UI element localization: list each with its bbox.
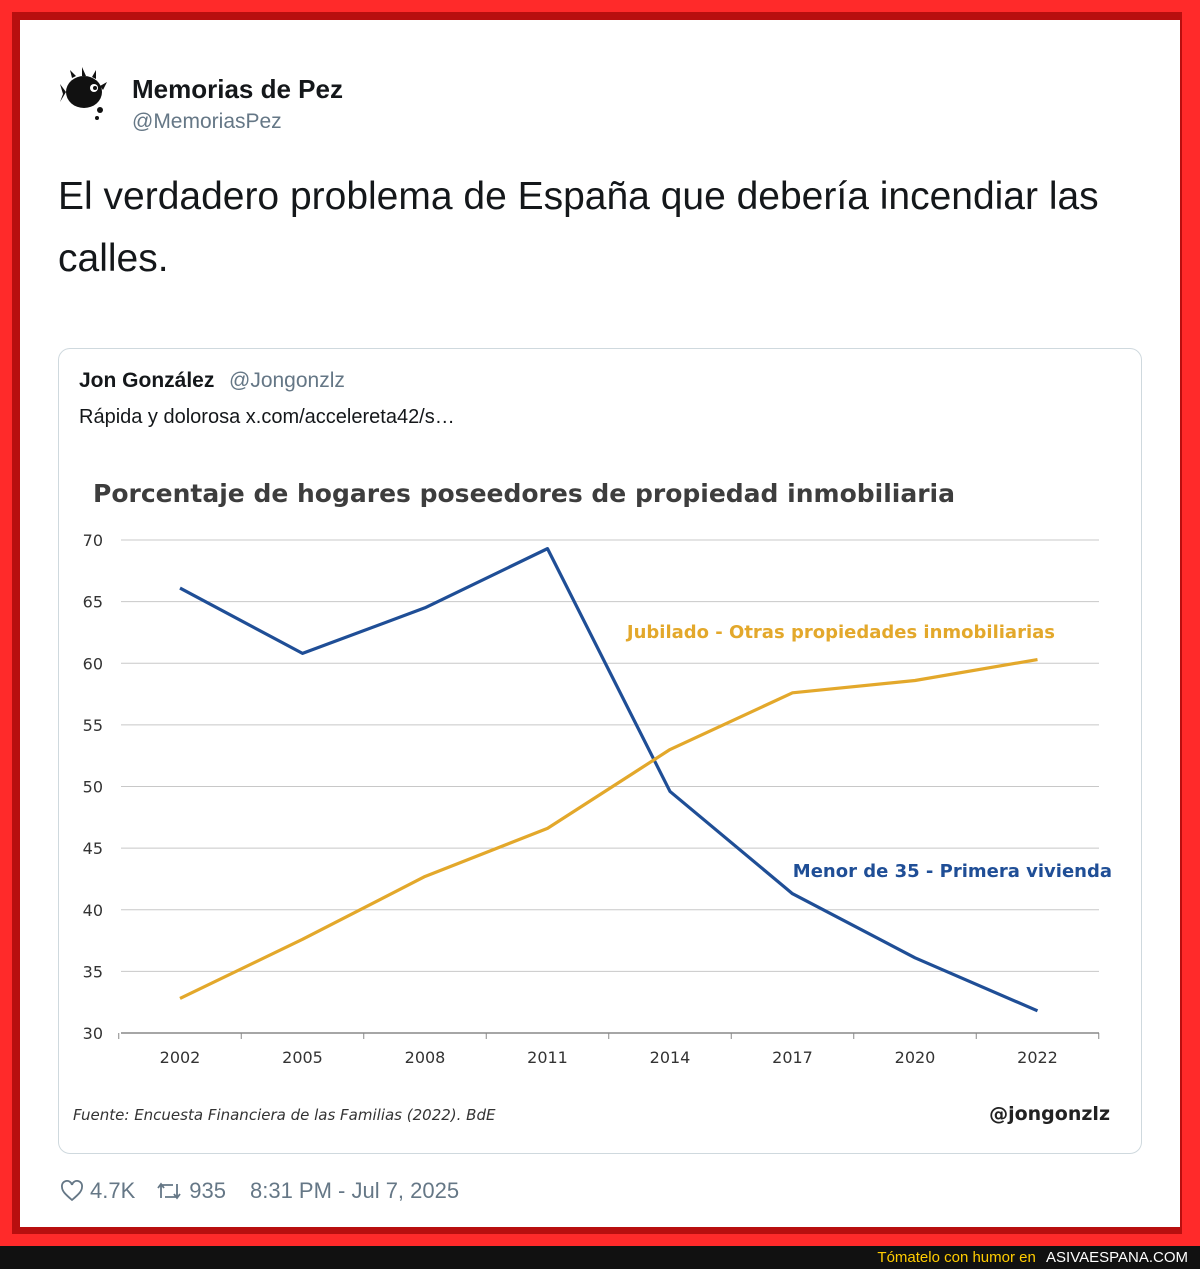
quoted-author-name[interactable]: Jon González xyxy=(79,369,215,392)
retweet-count: 935 xyxy=(189,1178,226,1203)
y-tick-label: 35 xyxy=(83,962,103,981)
y-tick-label: 30 xyxy=(83,1024,103,1043)
like-button[interactable]: 4.7K xyxy=(60,1178,135,1204)
tweet-actions: 4.7K 935 8:31 PM - Jul 7, 2025 xyxy=(60,1175,459,1207)
site-footer-bar: Tómatelo con humor en ASIVAESPANA.COM xyxy=(0,1246,1200,1269)
heart-icon xyxy=(61,1180,83,1202)
tweet-card: Memorias de Pez @MemoriasPez El verdader… xyxy=(20,20,1180,1227)
y-tick-label: 65 xyxy=(83,593,103,612)
x-tick-label: 2011 xyxy=(527,1048,568,1067)
y-tick-label: 45 xyxy=(83,839,103,858)
chart-watermark: @jongonzlz xyxy=(989,1103,1110,1125)
series-label-1: Jubilado - Otras propiedades inmobiliari… xyxy=(625,622,1055,643)
y-tick-label: 60 xyxy=(83,654,103,673)
quoted-tweet[interactable]: Jon González @Jongonzlz Rápida y doloros… xyxy=(58,348,1142,1154)
pufferfish-avatar-icon[interactable] xyxy=(60,62,116,132)
x-tick-label: 2002 xyxy=(160,1048,201,1067)
y-tick-label: 55 xyxy=(83,716,103,735)
quoted-text: Rápida y dolorosa x.com/accelereta42/s… xyxy=(79,406,455,428)
chart-title: Porcentaje de hogares poseedores de prop… xyxy=(93,479,955,508)
x-tick-label: 2020 xyxy=(895,1048,936,1067)
x-tick-label: 2008 xyxy=(405,1048,446,1067)
tweet-text: El verdadero problema de España que debe… xyxy=(58,175,1099,280)
footer-site-link[interactable]: ASIVAESPANA.COM xyxy=(1046,1249,1188,1266)
series-line-0 xyxy=(179,547,1039,1013)
quoted-author-handle[interactable]: @Jongonzlz xyxy=(229,369,345,392)
tweet-timestamp[interactable]: 8:31 PM - Jul 7, 2025 xyxy=(249,1178,460,1203)
author-handle[interactable]: @MemoriasPez xyxy=(132,110,282,133)
like-count: 4.7K xyxy=(90,1178,136,1203)
chart-source: Fuente: Encuesta Financiera de las Famil… xyxy=(73,1106,496,1124)
x-tick-label: 2017 xyxy=(772,1048,813,1067)
y-tick-label: 70 xyxy=(83,531,103,550)
y-tick-label: 50 xyxy=(83,778,103,797)
x-tick-label: 2022 xyxy=(1017,1048,1058,1067)
footer-tagline: Tómatelo con humor en xyxy=(877,1249,1041,1266)
series-line-1 xyxy=(179,657,1038,1000)
x-tick-label: 2014 xyxy=(650,1048,691,1067)
retweet-icon xyxy=(157,1182,181,1200)
retweet-button[interactable]: 935 xyxy=(155,1178,226,1204)
author-name[interactable]: Memorias de Pez xyxy=(132,74,343,104)
chart: Porcentaje de hogares poseedores de prop… xyxy=(73,479,1112,1125)
y-tick-label: 40 xyxy=(83,901,103,920)
x-tick-label: 2005 xyxy=(282,1048,323,1067)
series-label-0: Menor de 35 - Primera vivienda xyxy=(793,861,1112,882)
